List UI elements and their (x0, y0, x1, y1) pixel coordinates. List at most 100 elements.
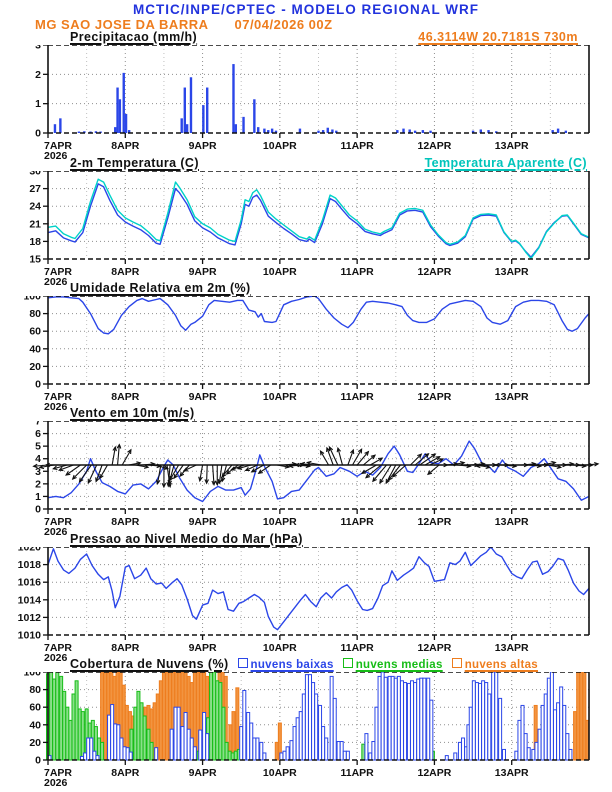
wind-arrow-head (431, 453, 437, 458)
wind-arrow-shaft (410, 453, 422, 466)
wind-arrow-shaft (111, 446, 116, 466)
precip-bar (408, 129, 411, 133)
y-tick-label: 80 (29, 684, 41, 696)
cloud-bar (92, 750, 97, 761)
y-tick-label: 1012 (18, 612, 42, 624)
y-tick-label: 2 (35, 478, 41, 490)
x-tick-label: 9APR (189, 266, 217, 278)
cloud-bar (233, 750, 238, 761)
wind-arrow-shaft (414, 453, 429, 466)
cloud-bar (565, 733, 570, 761)
y-tick-label: 15 (29, 254, 41, 266)
wind-arrow-head (95, 477, 100, 483)
wind-arrow-shaft (521, 463, 536, 466)
wind-arrow-head (377, 457, 384, 462)
cloud-bar (77, 708, 82, 761)
x-tick-label: 8APR (111, 516, 139, 528)
wind-arrow-shaft (65, 464, 81, 476)
precip-bar (242, 116, 245, 133)
precip-bar (127, 130, 131, 133)
wind-arrow-shaft (361, 464, 377, 474)
x-tick-label: 7APR (44, 140, 72, 152)
cloud-bar (292, 726, 297, 761)
cloud-bar (413, 682, 418, 761)
cloud-bar (304, 674, 309, 761)
x-axis-year-label: 2026 (44, 526, 68, 537)
cloud-bar (329, 675, 334, 761)
y-tick-label: 20 (29, 361, 41, 373)
wind-arrow-head (357, 448, 363, 454)
wind-arrow-shaft (231, 464, 245, 471)
wind-arrow-shaft (58, 464, 74, 471)
cloud-bar (390, 675, 395, 761)
wind-arrow-shaft (221, 464, 233, 478)
wind-arrow-shaft (572, 464, 586, 467)
cloud-bar (62, 690, 67, 761)
cloud-bar (559, 686, 564, 761)
y-tick-label: 21 (29, 218, 41, 230)
cloud-bar (68, 719, 73, 761)
precip-bar (331, 129, 334, 133)
precip-bar (402, 128, 405, 133)
precip-bar (317, 130, 320, 133)
cloud-bar (239, 726, 244, 761)
precip-bar (94, 131, 98, 133)
wind-arrow-head (220, 476, 226, 483)
cloud-bar (568, 748, 573, 761)
precip-bar (180, 118, 183, 133)
wind-arrow-shaft (347, 449, 354, 466)
cloud-bar (116, 724, 121, 761)
precip-bar (124, 113, 128, 133)
y-tick-label: 4 (35, 453, 41, 465)
wind-arrow-head (99, 473, 104, 480)
wind-arrow-shaft (560, 463, 574, 466)
cloud-bar (540, 704, 545, 761)
y-tick-label: 1010 (18, 630, 42, 642)
series-line (47, 547, 590, 631)
wind-arrow-shaft (372, 464, 387, 482)
cloud-bar (374, 706, 379, 761)
y-tick-label: 40 (29, 343, 41, 355)
cloud-bar (549, 672, 554, 761)
y-tick-label: 1014 (18, 594, 42, 606)
wind-arrow-head (198, 476, 203, 483)
x-tick-label: 7APR (44, 266, 72, 278)
y-tick-label: 6 (35, 428, 41, 440)
x-tick-label: 13APR (495, 140, 529, 152)
y-tick-label: 1016 (18, 577, 42, 589)
wind-arrow-shaft (320, 450, 330, 466)
station-header: MG SAO JOSE DA BARRA 07/04/2026 00Z (35, 17, 333, 32)
precip-bar (232, 64, 235, 133)
pressure-chart: 1010 1012 1014 1016 1018 1020 7APR 8APR 9APR 10AP… (18, 547, 590, 663)
wind-arrow-head (257, 469, 263, 475)
cloud-bar (481, 680, 486, 761)
cloud-bar (410, 680, 415, 761)
precip-bar (326, 127, 329, 133)
x-tick-label: 10APR (263, 266, 297, 278)
cloud-bar (471, 680, 476, 761)
wind-arrow-head (155, 479, 161, 485)
cloud-bar (332, 697, 337, 761)
wind-arrow-shaft (117, 444, 120, 466)
cloud-bar (318, 704, 323, 761)
x-axis-year-label: 2026 (44, 150, 68, 161)
wind-arrow-head (71, 474, 77, 480)
wind-arrow-head (179, 471, 185, 478)
x-tick-label: 8APR (111, 140, 139, 152)
cloud-bar (380, 672, 385, 761)
wind-arrow-head (32, 463, 38, 469)
precip-bar (189, 77, 193, 133)
wind-arrow-head (58, 466, 64, 472)
cloud-bar (86, 737, 91, 761)
precip-bar (59, 118, 62, 133)
wind-arrow-head (438, 458, 445, 463)
cloud-bar (149, 741, 154, 761)
wind-arrow-head (372, 477, 377, 483)
precip-bar (234, 124, 238, 133)
wind-arrow-shaft (427, 464, 440, 475)
wind-arrow-shaft (450, 462, 465, 466)
cloud-bar (230, 752, 235, 761)
wind-arrow-shaft (169, 464, 180, 481)
wind-arrow-head (551, 460, 557, 466)
wind-arrow-shaft (419, 453, 436, 466)
